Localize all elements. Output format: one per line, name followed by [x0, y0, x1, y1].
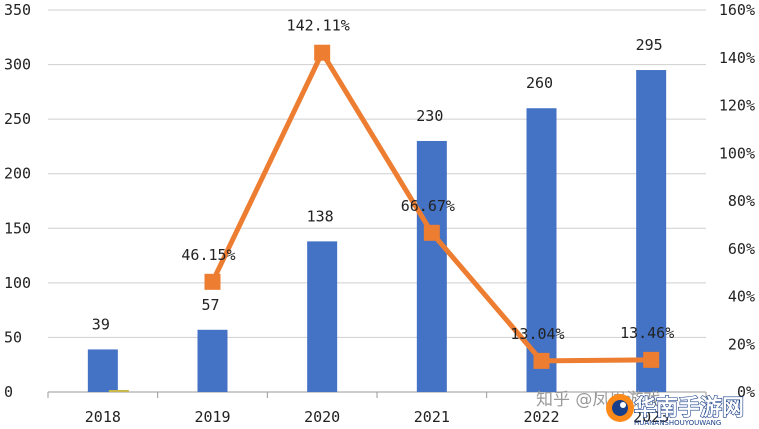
x-tick-label: 2023 [633, 408, 669, 426]
x-tick-label: 2018 [85, 408, 121, 426]
bar-value-label: 260 [526, 74, 553, 92]
bar [307, 241, 338, 392]
bar [197, 329, 228, 392]
y-left-tick-label: 300 [4, 56, 31, 74]
growth-line-series [204, 44, 660, 369]
logo-title: 华南手游网 [634, 395, 744, 421]
logo-icon [606, 394, 634, 422]
x-tick-label: 2019 [194, 408, 230, 426]
axes: 0 50 100 150 200 250 300 350 0% 20% 40% 60% 80% 100% 1… [4, 1, 755, 426]
y-right-tick-label: 80% [728, 192, 755, 210]
bar [526, 108, 557, 392]
y-right-tick-label: 100% [719, 144, 755, 162]
growth-marker [533, 352, 550, 369]
y-right-tick-label: 140% [719, 49, 755, 67]
y-left-tick-label: 200 [4, 165, 31, 183]
growth-value-label: 13.04% [510, 325, 564, 343]
bar [87, 349, 118, 392]
growth-value-label: 142.11% [287, 17, 350, 35]
bar-value-label: 39 [92, 315, 110, 333]
y-right-tick-label: 160% [719, 1, 755, 19]
growth-value-label: 46.15% [181, 246, 235, 264]
bar [636, 70, 667, 393]
bar-series [87, 70, 667, 393]
y-right-tick-label: 120% [719, 97, 755, 115]
bar [416, 140, 447, 392]
y-right-tick-label: 60% [728, 240, 755, 258]
growth-marker [204, 273, 221, 290]
x-tick-label: 2021 [414, 408, 450, 426]
data-labels: 39 57 138 230 260 295 46.15% 142.11% 66.67% 13.04… [92, 17, 674, 343]
bar-value-label: 57 [201, 296, 219, 314]
y-right-tick-label: 20% [728, 335, 755, 353]
site-logo: 华南手游网 HUANANSHOUYOUWANG [606, 394, 745, 427]
growth-marker [314, 44, 331, 61]
y-left-tick-label: 50 [4, 328, 22, 346]
x-tick-label: 2022 [523, 408, 559, 426]
growth-marker [423, 224, 440, 241]
y-left-tick-label: 350 [4, 1, 31, 19]
logo-subtitle: HUANANSHOUYOUWANG [634, 419, 721, 427]
y-left-tick-label: 0 [4, 383, 13, 401]
y-left-tick-label: 250 [4, 110, 31, 128]
y-left-tick-label: 150 [4, 219, 31, 237]
empty-growth-marker [108, 390, 129, 392]
x-tick-label: 2020 [304, 408, 340, 426]
y-right-tick-label: 0% [737, 383, 755, 401]
bar-value-label: 295 [636, 36, 663, 54]
growth-value-label: 13.46% [620, 324, 674, 342]
bar-value-label: 230 [416, 107, 443, 125]
growth-marker [643, 351, 660, 368]
growth-value-label: 66.67% [401, 197, 455, 215]
gridlines [48, 9, 706, 338]
y-right-tick-label: 40% [728, 288, 755, 306]
bar-value-label: 138 [307, 207, 334, 225]
y-left-tick-label: 100 [4, 274, 31, 292]
